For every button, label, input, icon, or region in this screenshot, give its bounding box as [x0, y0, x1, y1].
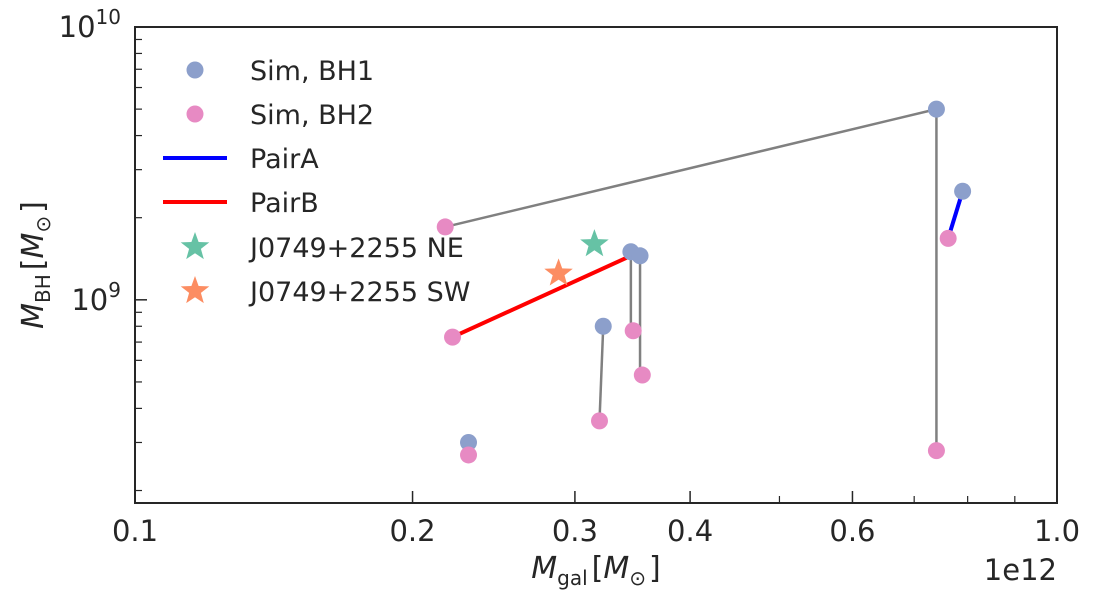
x-axis-label: Mgal [M⊙] [531, 551, 661, 590]
x-tick-label-3: 0.4 [667, 514, 713, 548]
y-axis-label: MBH[M⊙] [16, 201, 55, 329]
point-sim-bh1-3 [631, 247, 649, 265]
star-j0749-2255-sw [544, 258, 573, 286]
legend-marker-sim-bh2 [186, 105, 204, 123]
x-tick-label-5: 1.0 [1034, 514, 1080, 548]
point-sim-bh1-1 [954, 182, 972, 200]
point-sim-bh1-0 [927, 100, 945, 118]
connector-line-4 [598, 326, 605, 421]
x-tick-label-1: 0.2 [389, 514, 435, 548]
legend-label-j0749-2255-ne: J0749+2255 NE [248, 233, 464, 264]
legend-label-pairb: PairB [250, 188, 319, 219]
pair-line-pairb [451, 253, 632, 339]
legend-marker-sim-bh1 [186, 61, 204, 79]
legend: Sim, BH1 Sim, BH2 PairA PairB J0749+2255 NE J… [163, 56, 470, 308]
y-tick-label-0: 109 [71, 278, 121, 317]
axis-ticks: 0.1 0.2 0.3 0.4 0.6 1.0 109 1010 [59, 5, 1080, 548]
legend-star-j0749-2255-ne [180, 232, 210, 260]
legend-star-j0749-2255-sw [180, 276, 210, 304]
point-sim-bh2-6 [460, 446, 478, 464]
point-sim-bh2-0 [436, 218, 454, 236]
point-sim-bh2-4 [633, 366, 651, 384]
point-sim-bh1-4 [594, 317, 612, 335]
data-points [436, 100, 972, 464]
point-sim-bh2-7 [927, 442, 945, 460]
point-sim-bh2-3 [624, 322, 642, 340]
plot-frame [134, 26, 1058, 504]
star-j0749-2255-ne [580, 229, 609, 257]
x-tick-label-2: 0.3 [552, 514, 598, 548]
legend-label-j0749-2255-sw: J0749+2255 SW [248, 277, 470, 308]
point-sim-bh2-5 [590, 412, 608, 430]
y-tick-label-1: 1010 [59, 5, 121, 44]
point-sim-bh1-5 [460, 433, 478, 451]
connector-line-0 [444, 107, 937, 229]
legend-label-sim-bh2: Sim, BH2 [250, 100, 374, 131]
x-tick-label-4: 0.6 [829, 514, 875, 548]
point-sim-bh2-2 [939, 229, 957, 247]
x-offset-label: 1e12 [984, 553, 1057, 587]
point-sim-bh2-1 [444, 328, 462, 346]
x-tick-label-0: 0.1 [112, 514, 158, 548]
observation-markers [544, 229, 609, 286]
legend-label-sim-bh1: Sim, BH1 [250, 56, 374, 87]
legend-label-paira: PairA [250, 144, 319, 175]
plot-background [135, 27, 1057, 503]
